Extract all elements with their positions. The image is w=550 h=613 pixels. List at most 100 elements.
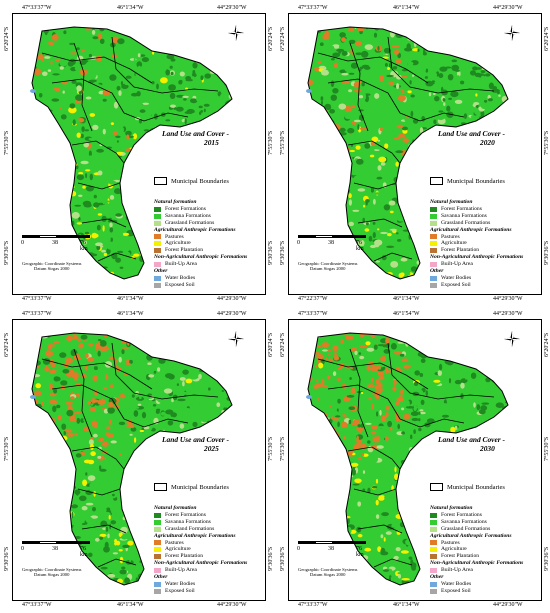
land-cover-patch: [322, 421, 329, 425]
land-cover-patch: [401, 126, 408, 131]
land-cover-patch: [472, 394, 478, 401]
land-cover-patch: [414, 579, 419, 585]
land-cover-patch: [32, 179, 33, 184]
land-cover-patch: [434, 96, 440, 102]
land-cover-patch: [149, 271, 153, 277]
land-cover-patch: [374, 390, 382, 394]
land-cover-patch: [317, 460, 321, 463]
land-cover-patch: [135, 495, 138, 501]
land-cover-patch: [88, 137, 97, 141]
land-cover-patch: [207, 59, 214, 66]
land-cover-patch: [200, 415, 209, 423]
land-cover-patch: [385, 417, 394, 421]
land-cover-patch: [381, 255, 387, 261]
built-up-swatch: [430, 568, 437, 574]
land-cover-patch: [174, 340, 179, 346]
land-cover-patch: [486, 351, 493, 356]
land-cover-patch: [115, 364, 119, 368]
land-cover-patch: [460, 161, 463, 166]
land-cover-patch: [123, 175, 132, 182]
land-cover-patch: [99, 465, 102, 471]
land-cover-patch: [426, 516, 429, 521]
land-cover-patch: [108, 514, 111, 520]
land-cover-patch: [338, 214, 344, 218]
land-cover-patch: [219, 168, 227, 175]
land-cover-patch: [179, 79, 183, 83]
land-cover-patch: [231, 68, 232, 73]
land-cover-patch: [88, 150, 92, 157]
land-cover-patch: [401, 75, 408, 79]
land-cover-patch: [47, 126, 55, 133]
land-cover-patch: [332, 583, 338, 585]
land-cover-patch: [412, 163, 418, 167]
land-cover-patch: [32, 27, 35, 30]
land-cover-patch: [377, 355, 383, 358]
land-cover-patch: [399, 353, 405, 357]
land-cover-patch: [439, 153, 443, 159]
land-cover-patch: [216, 192, 220, 196]
land-cover-patch: [337, 398, 341, 404]
land-cover-patch: [484, 495, 488, 501]
legend-item-pastures: Pastures: [430, 234, 546, 241]
land-cover-patch: [57, 414, 62, 421]
land-cover-patch: [134, 437, 137, 443]
land-cover-patch: [503, 453, 507, 460]
land-cover-patch: [82, 185, 86, 189]
land-cover-patch: [402, 364, 411, 369]
land-cover-patch: [79, 495, 87, 502]
land-cover-patch: [354, 350, 358, 355]
land-cover-patch: [98, 61, 106, 65]
land-cover-patch: [344, 191, 348, 194]
land-cover-patch: [380, 355, 387, 362]
scale-segment: [22, 541, 39, 544]
land-cover-patch: [332, 52, 341, 58]
land-cover-patch: [489, 162, 494, 169]
land-cover-patch: [453, 151, 458, 156]
legend-label: Forest Plantation: [441, 553, 480, 560]
land-cover-patch: [188, 452, 194, 459]
land-cover-patch: [213, 41, 221, 44]
land-cover-patch: [308, 274, 314, 279]
land-cover-patch: [206, 495, 210, 501]
land-cover-patch: [94, 142, 101, 148]
land-cover-patch: [323, 433, 328, 436]
scale-segment: [298, 541, 315, 544]
land-cover-patch: [84, 51, 87, 56]
map-title-year: 2020: [480, 138, 495, 147]
forest-swatch: [430, 206, 437, 212]
scale-bar: 0 38 76 km: [21, 235, 92, 252]
land-cover-patch: [92, 585, 97, 588]
legend-item-agriculture: Agriculture: [430, 240, 546, 247]
agriculture-swatch: [154, 241, 161, 247]
land-cover-patch: [33, 344, 40, 348]
built-up-swatch: [430, 262, 437, 268]
land-cover-patch: [87, 357, 94, 363]
land-cover-patch: [108, 356, 116, 361]
land-cover-patch: [81, 506, 88, 511]
land-cover-patch: [90, 451, 96, 457]
land-cover-patch: [83, 252, 87, 259]
coord-left-top: 6°20'24"S: [280, 332, 286, 357]
land-cover-patch: [422, 527, 428, 530]
land-cover-patch: [227, 382, 230, 387]
land-cover-patch: [66, 335, 73, 342]
land-cover-patch: [368, 578, 372, 585]
land-cover-patch: [92, 374, 99, 382]
land-cover-patch: [83, 141, 89, 148]
land-cover-patch: [142, 191, 145, 199]
municipal-boundary-line: [327, 78, 401, 114]
land-cover-patch: [107, 407, 115, 414]
land-cover-patch: [75, 453, 82, 458]
land-cover-patch: [119, 569, 127, 575]
land-cover-patch: [380, 583, 387, 585]
land-cover-patch: [157, 194, 163, 197]
land-cover-patch: [340, 457, 349, 465]
land-cover-patch: [504, 388, 508, 393]
land-cover-patch: [426, 353, 435, 356]
land-cover-patch: [464, 387, 471, 393]
land-cover-patch: [105, 526, 109, 532]
scale-label-38: 38: [52, 240, 58, 246]
land-cover-patch: [384, 143, 389, 149]
land-cover-patch: [502, 377, 508, 383]
land-cover-patch: [308, 485, 309, 488]
